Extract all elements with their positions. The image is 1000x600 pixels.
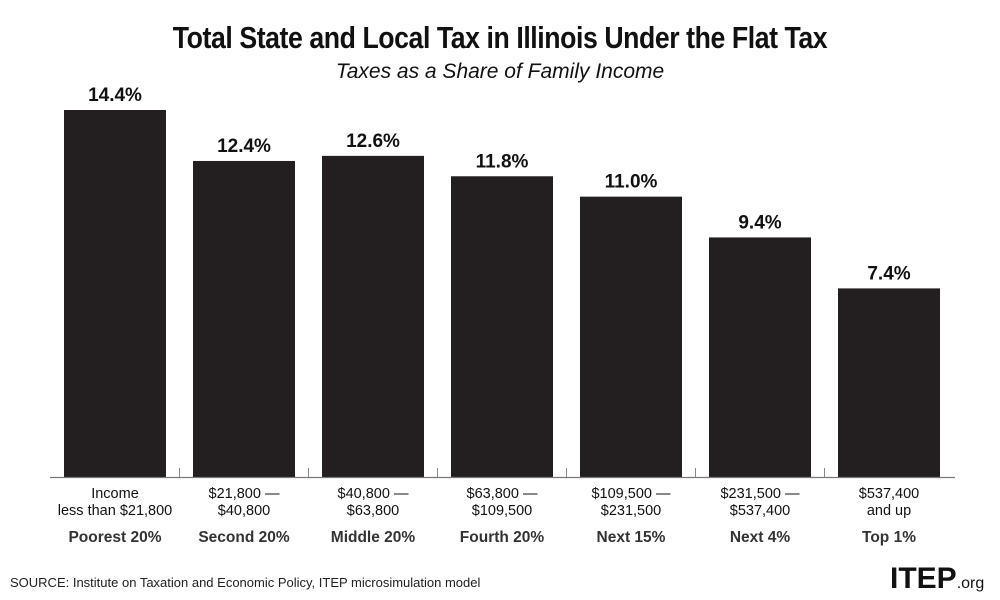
category-label: Income: [91, 486, 139, 502]
data-label: 14.4%: [88, 85, 142, 106]
group-label: Next 4%: [730, 529, 791, 546]
category-label: and up: [867, 503, 911, 519]
category-label: $40,800: [218, 503, 270, 519]
data-label: 11.8%: [476, 151, 529, 172]
data-label: 12.4%: [217, 136, 271, 157]
category-label: $109,500 —: [591, 486, 671, 502]
group-label: Second 20%: [198, 529, 290, 546]
category-label: $537,400: [730, 503, 790, 519]
logo-main: ITEP: [890, 562, 957, 595]
category-label: $63,800: [347, 503, 399, 519]
itep-logo: ITEP.org: [890, 562, 984, 596]
bar: [64, 110, 166, 477]
category-label: $231,500 —: [720, 486, 800, 502]
data-label: 11.0%: [605, 172, 658, 193]
bar: [451, 176, 553, 477]
data-label: 12.6%: [346, 131, 400, 152]
group-label: Middle 20%: [331, 529, 416, 546]
bar: [322, 155, 424, 477]
data-label: 9.4%: [738, 212, 781, 233]
chart-subtitle: Taxes as a Share of Family Income: [335, 60, 665, 83]
bar: [838, 288, 940, 477]
chart-title: Total State and Local Tax in Illinois Un…: [172, 20, 828, 55]
bar: [580, 196, 682, 477]
data-label: 7.4%: [867, 263, 910, 284]
bar: [193, 160, 295, 477]
group-label: Next 15%: [597, 529, 666, 546]
group-label: Poorest 20%: [68, 529, 161, 546]
category-label: $537,400: [859, 486, 919, 502]
group-label: Top 1%: [862, 529, 916, 546]
category-label: $63,800 —: [467, 486, 538, 502]
category-label: $40,800 —: [338, 486, 409, 502]
category-label: less than $21,800: [58, 503, 172, 519]
bar: [709, 237, 811, 477]
category-label: $231,500: [601, 503, 661, 519]
source-note: SOURCE: Institute on Taxation and Econom…: [10, 575, 481, 590]
logo-suffix: .org: [956, 575, 985, 592]
category-label: $109,500: [472, 503, 532, 519]
category-label: $21,800 —: [209, 486, 280, 502]
group-label: Fourth 20%: [460, 529, 545, 546]
